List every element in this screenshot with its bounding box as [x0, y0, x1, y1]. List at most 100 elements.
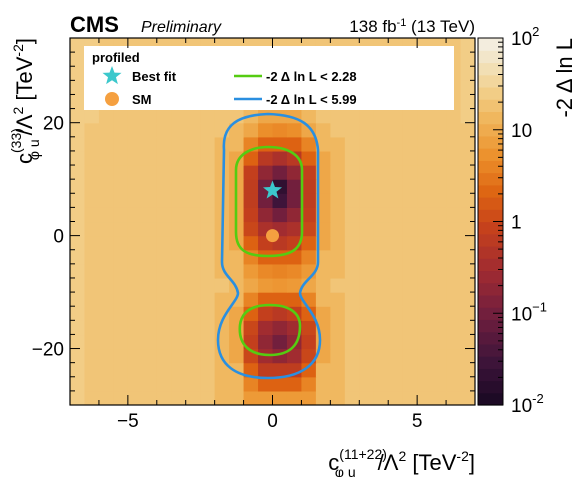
colorbar-band [478, 74, 503, 88]
heatmap-cell [84, 165, 100, 180]
heatmap-cell [388, 249, 404, 265]
heatmap-cell [200, 362, 216, 378]
heatmap-cell [344, 193, 360, 208]
heatmap-cell [156, 150, 172, 166]
heatmap-cell [402, 249, 418, 265]
heatmap-cell [84, 292, 100, 307]
heatmap-cell [127, 221, 143, 237]
heatmap-cell [142, 136, 158, 152]
heatmap-cell [272, 150, 288, 166]
heatmap-cell [84, 221, 100, 237]
heatmap-cell [142, 165, 158, 180]
heatmap-cell [286, 165, 303, 180]
heatmap-cell [388, 334, 404, 350]
heatmap-cell [84, 207, 100, 223]
heatmap-cell [171, 334, 187, 350]
heatmap-cell [359, 179, 375, 194]
heatmap-cell [460, 80, 475, 96]
heatmap-cell [70, 235, 86, 251]
heatmap-cell [344, 263, 360, 279]
heatmap-cell [402, 207, 418, 223]
heatmap-cell [142, 249, 158, 265]
heatmap-cell [402, 179, 418, 194]
heatmap-cell [171, 263, 187, 279]
heatmap-cell [315, 165, 331, 180]
heatmap-cell [98, 348, 114, 364]
heatmap-cell [200, 320, 216, 336]
heatmap-cell [388, 207, 404, 223]
heatmap-cell [171, 136, 187, 152]
heatmap-cell [229, 390, 245, 405]
heatmap-cell [388, 320, 404, 336]
heatmap-cell [460, 136, 475, 152]
y-tick-label: −20 [32, 340, 64, 361]
heatmap-cell [258, 362, 274, 378]
heatmap-cell [84, 150, 100, 166]
heatmap-cell [272, 207, 288, 223]
heatmap-cell [315, 150, 331, 166]
heatmap-cell [359, 320, 375, 336]
heatmap-cell [156, 263, 172, 279]
heatmap-cell [142, 179, 158, 194]
heatmap-cell [156, 165, 172, 180]
heatmap-cell [330, 165, 346, 180]
heatmap-cell [171, 292, 187, 307]
heatmap-cell [142, 348, 158, 364]
heatmap-cell [359, 221, 375, 237]
heatmap-cell [258, 292, 274, 307]
heatmap-cell [70, 362, 86, 378]
heatmap-cell [446, 263, 462, 279]
heatmap-cell [446, 207, 462, 223]
heatmap-cell [301, 235, 317, 251]
heatmap-cell [272, 292, 288, 307]
best-fit-marker [262, 180, 283, 199]
heatmap-cell [200, 165, 216, 180]
colorbar-band [478, 270, 503, 284]
heatmap-cell [156, 249, 172, 265]
heatmap-cell [344, 122, 360, 138]
heatmap-cell [185, 179, 201, 194]
heatmap-cell [185, 136, 201, 152]
colorbar-band [478, 209, 503, 223]
heatmap-cell [417, 376, 433, 392]
heatmap-cell [446, 348, 462, 364]
heatmap-cell [286, 150, 303, 166]
heatmap-cell [98, 277, 114, 293]
heatmap-cell [330, 207, 346, 223]
heatmap-cell [84, 249, 100, 265]
heatmap-cell [417, 136, 433, 152]
heatmap-cell [417, 150, 433, 166]
heatmap-cell [98, 193, 114, 208]
heatmap-cell [200, 277, 216, 293]
heatmap-cell [417, 348, 433, 364]
heatmap-cell [359, 165, 375, 180]
heatmap-cell [258, 390, 274, 405]
heatmap-cell [229, 306, 245, 321]
colorbar-tick-label: 10−1 [511, 299, 547, 325]
heatmap-cell [185, 108, 201, 124]
heatmap-cell [200, 108, 216, 124]
colorbar-frame [477, 37, 504, 406]
legend-star-icon [102, 66, 122, 85]
heatmap-cell [243, 122, 259, 138]
heatmap-cell [185, 390, 201, 405]
heatmap-cell [185, 207, 201, 223]
heatmap-cell [70, 277, 86, 293]
heatmap-cell [286, 292, 303, 307]
heatmap-cell [373, 150, 389, 166]
heatmap-cell [243, 362, 259, 378]
heatmap-cell [98, 221, 114, 237]
colorbar-band [478, 148, 503, 161]
heatmap-cell [200, 249, 216, 265]
heatmap-cell [84, 193, 100, 208]
heatmap-cell [286, 221, 303, 237]
heatmap-cell [431, 334, 447, 350]
heatmap-cell [359, 334, 375, 350]
heatmap-cell [185, 193, 201, 208]
heatmap-cell [229, 122, 245, 138]
heatmap-cell [171, 306, 187, 321]
heatmap-cell [113, 362, 129, 378]
heatmap-cell [258, 122, 274, 138]
colorbar-band [478, 245, 503, 259]
heatmap-cell [142, 235, 158, 251]
